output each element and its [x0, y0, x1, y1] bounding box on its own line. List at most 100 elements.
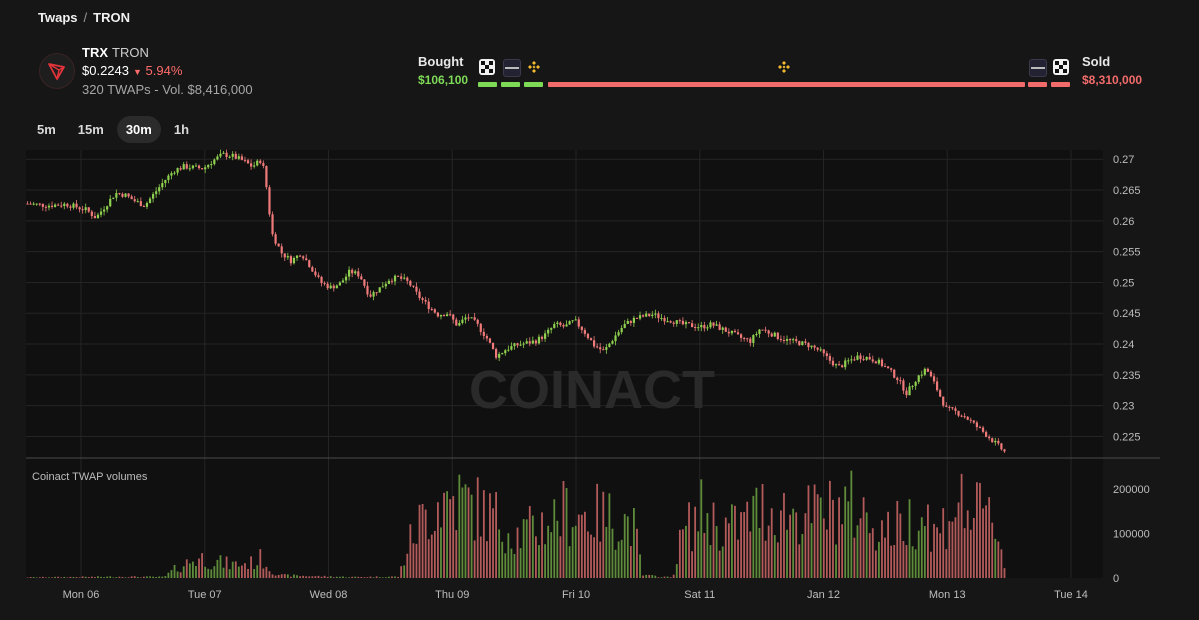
candle [654, 309, 657, 319]
candle [197, 164, 201, 170]
volume-bar [535, 536, 537, 578]
candle [494, 347, 498, 360]
candle [767, 329, 770, 338]
candle [687, 321, 691, 324]
candle [491, 342, 495, 350]
volume-bars [26, 470, 1006, 579]
volume-bar [433, 530, 436, 578]
breadcrumb-root-link[interactable]: Twaps [38, 10, 78, 25]
candle [213, 158, 216, 166]
candle [384, 281, 387, 290]
candle [99, 207, 103, 218]
volume-bar [45, 577, 47, 578]
timeframe-30m-button[interactable]: 30m [116, 116, 161, 143]
price-tick-label: 0.265 [1113, 185, 1141, 197]
candle [709, 320, 712, 329]
volume-bar [84, 576, 87, 578]
volume-bar [881, 520, 883, 578]
candle [188, 164, 191, 172]
candle [795, 335, 798, 344]
candle [798, 340, 801, 346]
candle [651, 311, 654, 319]
candle [335, 284, 338, 289]
volume-bar [185, 559, 188, 578]
volume-bar [103, 577, 105, 578]
candle [556, 320, 559, 328]
bought-bar-okx [478, 82, 497, 87]
candle [571, 320, 574, 324]
candle [550, 327, 553, 334]
timeframe-15m-button[interactable]: 15m [77, 122, 104, 137]
volume-bar [979, 482, 981, 578]
volume-axis: 200000 100000 0 [1113, 484, 1150, 585]
volume-bar [277, 574, 280, 578]
candle [145, 201, 149, 210]
candle [375, 292, 378, 296]
volume-bar [740, 512, 742, 578]
volume-bar [296, 575, 298, 578]
volume-bar [121, 576, 124, 578]
bought-value: $106,100 [418, 73, 469, 87]
candle [50, 201, 54, 209]
candle [167, 173, 170, 184]
binance-icon[interactable] [776, 59, 792, 75]
candle [84, 203, 87, 214]
volume-bar [969, 529, 972, 578]
volume-bar [222, 567, 225, 578]
candle [807, 342, 810, 351]
bought-bar-bybit [501, 82, 520, 87]
bybit-icon[interactable] [503, 59, 521, 77]
volume-bar [482, 490, 485, 578]
candle [445, 312, 449, 317]
timeframe-1h-button[interactable]: 1h [173, 122, 190, 137]
candle [259, 159, 262, 165]
volume-bar [593, 537, 595, 578]
price-chart[interactable]: COINACT Coinact TWAP volumes 0.270.2650.… [0, 146, 1199, 620]
candle [684, 320, 688, 329]
volume-bar [914, 549, 917, 578]
candle [844, 357, 847, 370]
candle [641, 314, 645, 318]
volume-bar [755, 487, 758, 578]
volume-bar [887, 511, 889, 578]
volume-bar [90, 576, 93, 578]
volume-bar [727, 523, 730, 578]
candle [837, 360, 841, 366]
timeframe-5m-button[interactable]: 5m [37, 122, 56, 137]
volume-bar [219, 555, 222, 578]
volume-bar [161, 576, 164, 578]
candle [525, 338, 528, 344]
volume-bar [847, 501, 850, 578]
candle [761, 329, 764, 331]
volume-bar [948, 521, 951, 578]
candle [234, 151, 237, 160]
candle [960, 414, 963, 418]
volume-bar [69, 576, 72, 578]
candle [442, 314, 446, 317]
volume-bar [262, 568, 265, 578]
volume-bar [486, 541, 488, 578]
bybit-icon[interactable] [1029, 59, 1047, 77]
candle [369, 290, 372, 298]
binance-icon[interactable] [526, 59, 542, 75]
volume-bar [507, 533, 510, 578]
candle [427, 298, 430, 314]
volume-bar [976, 482, 978, 578]
volume-bar [890, 545, 893, 578]
candle [507, 345, 510, 352]
candle [53, 203, 57, 208]
volume-bar [767, 525, 770, 578]
volume-bar [351, 576, 354, 578]
volume-bar [250, 556, 252, 578]
candle [733, 328, 737, 333]
volume-bar [118, 576, 121, 578]
volume-bar [72, 577, 75, 578]
volume-bar [440, 527, 442, 578]
candle [482, 328, 485, 340]
candle [1003, 448, 1006, 454]
okx-icon[interactable] [479, 59, 495, 75]
okx-icon[interactable] [1053, 59, 1069, 75]
candle [543, 330, 547, 342]
candle [396, 275, 400, 278]
candle [672, 321, 675, 327]
